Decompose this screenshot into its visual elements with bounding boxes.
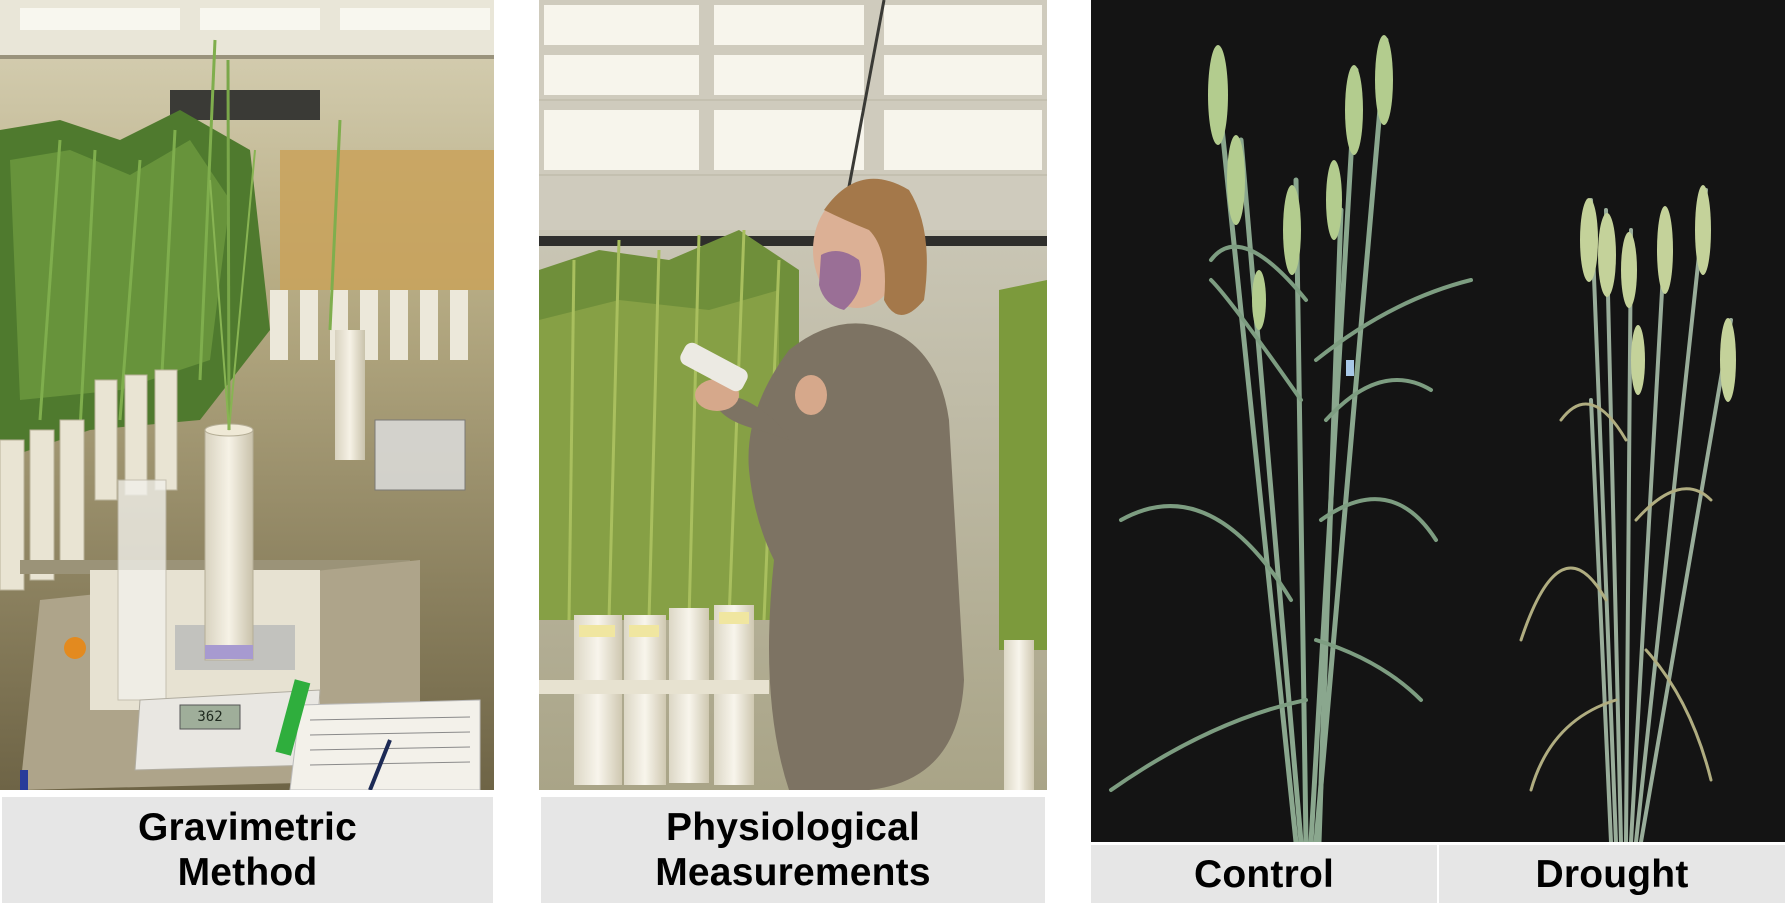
panel-gravimetric-method: 362 Gravimetric Method <box>0 0 494 906</box>
caption-line-1: Gravimetric <box>138 806 357 849</box>
panel-physiological-measurements: Physiological Measurements <box>539 0 1047 906</box>
control-wheat-plant <box>1109 35 1473 842</box>
scale-display-reading: 362 <box>197 709 223 725</box>
wheat-plants-comparison <box>1091 0 1785 842</box>
caption-drought: Drought <box>1437 845 1785 903</box>
caption-line-1: Physiological <box>665 806 920 849</box>
greenhouse-scale-scene <box>0 0 494 790</box>
caption-row-control-drought: Control Drought <box>1091 845 1785 903</box>
caption-line-2: Measurements <box>655 851 931 894</box>
photo-control-vs-drought <box>1091 0 1785 842</box>
caption-line-2: Method <box>177 851 318 894</box>
researcher-measuring-scene <box>539 0 1047 790</box>
caption-control: Control <box>1091 845 1437 903</box>
caption-gravimetric-method: Gravimetric Method <box>2 797 493 903</box>
photo-gravimetric-method: 362 <box>0 0 494 790</box>
photo-physiological-measurements <box>539 0 1047 790</box>
caption-physiological-measurements: Physiological Measurements <box>541 797 1045 903</box>
drought-wheat-plant <box>1519 185 1736 842</box>
panel-control-vs-drought: Control Drought <box>1091 0 1785 906</box>
